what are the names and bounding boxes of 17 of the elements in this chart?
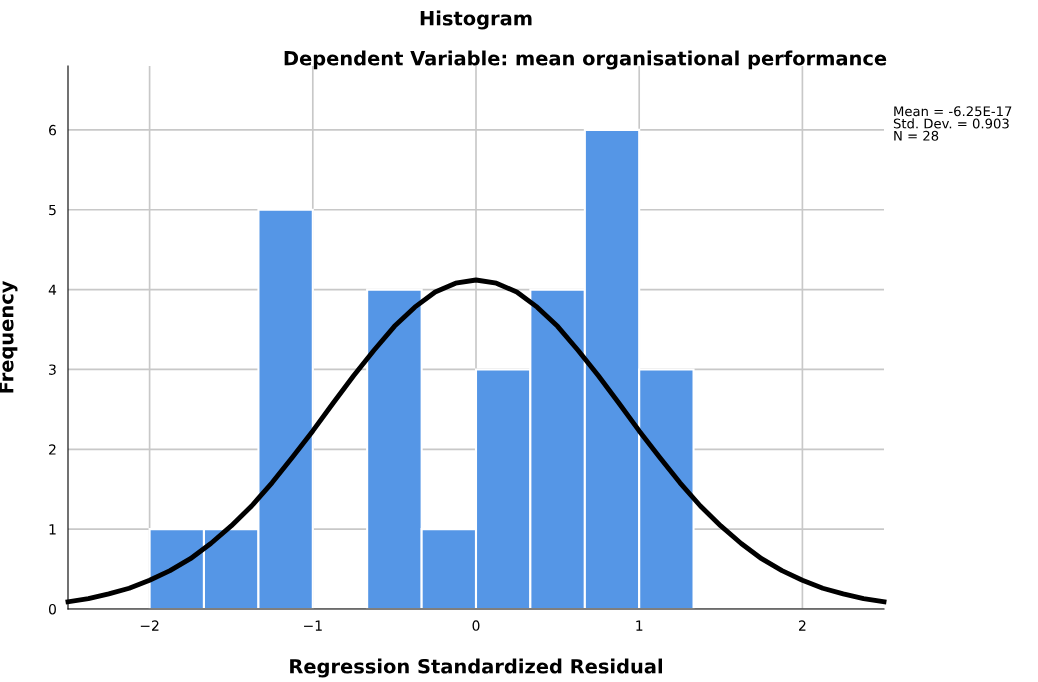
text: Mean = -6.25E-17 Std. Dev. = 0.903 N = 28: [893, 106, 1012, 141]
x-tick-label: −1: [304, 620, 322, 631]
y-tick-label: 4: [48, 284, 57, 295]
x-axis-title: Regression Standardized Residual: [290, 658, 662, 678]
x-tick-label: 0: [472, 620, 480, 631]
x-tick-label: 1: [636, 620, 643, 631]
y-tick-label: 0: [48, 603, 56, 615]
chart-subtitle: Dependent Variable: mean organisational performance: [284, 50, 887, 70]
y-tick-label: 6: [49, 124, 57, 136]
y-tick-label: 2: [49, 444, 56, 455]
y-tick-label: 3: [49, 364, 56, 375]
y-tick-label: 5: [49, 204, 56, 216]
x-tick-label: 2: [799, 620, 806, 631]
x-tick-label: −2: [140, 620, 159, 631]
y-tick-label: 1: [49, 524, 56, 535]
chart-title: Histogram: [420, 10, 532, 30]
y-axis-title: Frequency: [0, 280, 18, 393]
